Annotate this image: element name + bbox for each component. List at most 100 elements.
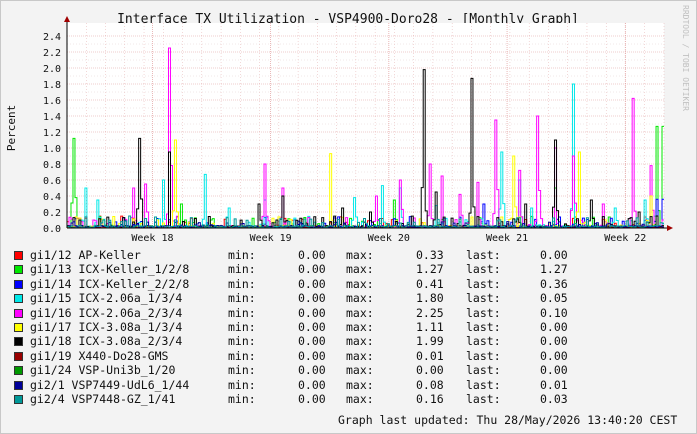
legend-last-label: last: — [466, 248, 501, 262]
legend-last-label: last: — [466, 262, 501, 277]
legend-swatch — [14, 279, 23, 289]
legend-max-value: 1.27 — [416, 262, 444, 277]
legend-min-value: 0.00 — [298, 363, 326, 378]
y-axis-arrow — [64, 16, 70, 22]
y-tick-label: 0.2 — [43, 208, 61, 219]
legend-swatch — [14, 394, 23, 404]
y-tick-label: 1.8 — [43, 80, 61, 91]
legend-last-value: 1.27 — [540, 262, 568, 277]
legend-max-label: max: — [346, 276, 374, 291]
y-tick-label: 0.4 — [43, 192, 61, 203]
y-tick-label: 0.6 — [43, 176, 61, 187]
legend-last-value: 0.03 — [540, 391, 568, 406]
chart-axes — [64, 16, 673, 231]
legend-swatch — [14, 308, 23, 318]
chart-ticks: 0.0 0.2 0.4 0.6 0.8 1.0 1.2 1.4 1.6 1.8 2.0 2.2 2.4 W… — [43, 32, 646, 244]
legend-last-value: 0.00 — [540, 319, 568, 334]
legend-min-value: 0.00 — [298, 276, 326, 291]
legend-last-label: last: — [466, 377, 501, 392]
legend-min-label: min: — [228, 319, 256, 334]
legend-series-name: gi1/24 VSP-Uni3b_1/20 — [30, 363, 176, 378]
y-tick-label: 0.8 — [43, 160, 61, 171]
legend-max-label: max: — [346, 319, 374, 334]
rrdtool-watermark: RRDTOOL / TOBI OETIKER — [681, 5, 690, 111]
legend-min-label: min: — [228, 377, 256, 392]
chart-grid — [66, 23, 665, 229]
legend-max-label: max: — [346, 248, 374, 262]
legend-max-label: max: — [346, 334, 374, 349]
legend-series-name: gi1/15 ICX-2.06a_1/3/4 — [30, 291, 183, 306]
legend-last-value: 0.01 — [540, 377, 568, 392]
legend-last-label: last: — [466, 348, 501, 363]
legend-max-value: 0.01 — [416, 348, 444, 363]
legend-min-value: 0.00 — [298, 291, 326, 306]
legend-min-value: 0.00 — [298, 348, 326, 363]
legend-min-label: min: — [228, 305, 256, 320]
legend-max-label: max: — [346, 377, 374, 392]
legend-last-value: 0.36 — [540, 276, 568, 291]
legend-max-value: 1.11 — [416, 319, 444, 334]
legend-max-value: 0.16 — [416, 391, 444, 406]
legend-max-label: max: — [346, 305, 374, 320]
legend-min-label: min: — [228, 363, 256, 378]
legend-max-value: 0.41 — [416, 276, 444, 291]
y-axis-label: Percent — [5, 105, 18, 151]
legend-max-label: max: — [346, 262, 374, 277]
legend-min-value: 0.00 — [298, 248, 326, 262]
legend-series-name: gi1/16 ICX-2.06a_2/3/4 — [30, 305, 183, 320]
legend-last-value: 0.05 — [540, 291, 568, 306]
legend-max-label: max: — [346, 363, 374, 378]
legend-min-label: min: — [228, 276, 256, 291]
legend-max-label: max: — [346, 348, 374, 363]
legend-min-value: 0.00 — [298, 334, 326, 349]
legend-last-label: last: — [466, 319, 501, 334]
last-updated-text: Graph last updated: Thu 28/May/2026 13:4… — [338, 413, 678, 427]
legend-max-value: 0.00 — [416, 363, 444, 378]
legend-series-name: gi1/18 ICX-3.08a_2/3/4 — [30, 334, 183, 349]
legend-min-value: 0.00 — [298, 319, 326, 334]
legend-swatch — [14, 265, 23, 275]
legend-swatch — [14, 251, 23, 260]
legend-max-value: 0.33 — [416, 248, 444, 262]
legend-last-label: last: — [466, 276, 501, 291]
y-tick-label: 0.0 — [43, 224, 61, 235]
legend-swatch — [14, 351, 23, 361]
legend-swatch — [14, 337, 23, 347]
legend-swatch — [14, 322, 23, 332]
x-tick-label: Week 19 — [250, 233, 292, 244]
legend-max-value: 1.99 — [416, 334, 444, 349]
legend-series-name: gi1/17 ICX-3.08a_1/3/4 — [30, 319, 183, 334]
legend-series-name: gi1/12 AP-Keller — [30, 248, 141, 262]
legend-series-name: gi2/4 VSP7448-GZ_1/41 — [30, 391, 176, 406]
legend-series-name: gi2/1 VSP7449-UdL6_1/44 — [30, 377, 190, 392]
y-tick-label: 1.2 — [43, 128, 61, 139]
legend-min-value: 0.00 — [298, 305, 326, 320]
legend-series-name: gi1/14 ICX-Keller_2/2/8 — [30, 276, 190, 291]
x-axis-arrow — [667, 225, 673, 231]
x-tick-label: Week 18 — [131, 233, 173, 244]
legend-last-value: 0.00 — [540, 348, 568, 363]
legend-max-value: 0.08 — [416, 377, 444, 392]
legend-min-label: min: — [228, 348, 256, 363]
y-tick-label: 1.0 — [43, 144, 61, 155]
legend-min-value: 0.00 — [298, 377, 326, 392]
plot-background — [67, 23, 664, 228]
legend-min-label: min: — [228, 391, 256, 406]
y-tick-label: 2.4 — [43, 32, 61, 43]
x-tick-label: Week 21 — [486, 233, 528, 244]
legend-swatch — [14, 380, 23, 390]
series-line — [67, 215, 664, 229]
legend-last-label: last: — [466, 363, 501, 378]
legend-last-label: last: — [466, 391, 501, 406]
legend-max-label: max: — [346, 391, 374, 406]
legend-swatch — [14, 366, 23, 376]
x-tick-label: Week 22 — [604, 233, 646, 244]
legend-max-label: max: — [346, 291, 374, 306]
legend-min-value: 0.00 — [298, 262, 326, 277]
legend-max-value: 2.25 — [416, 305, 444, 320]
legend-min-label: min: — [228, 262, 256, 277]
legend-max-value: 1.80 — [416, 291, 444, 306]
legend-swatch — [14, 294, 23, 304]
y-tick-label: 1.6 — [43, 96, 61, 107]
